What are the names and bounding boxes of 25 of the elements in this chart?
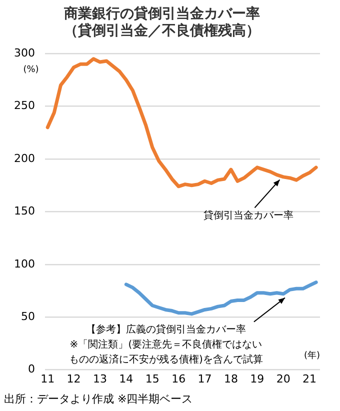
y-tick-label: 150 [14, 204, 35, 218]
x-tick-label: 16 [172, 372, 186, 386]
y-axis-title: (%) [23, 64, 39, 75]
x-tick-label: 13 [92, 372, 107, 386]
annotation: 貸倒引当金カバー率 [204, 209, 294, 222]
x-tick-label: 19 [250, 372, 264, 386]
x-tick-label: 18 [224, 372, 238, 386]
chart-subtitle: （貸倒引当金／不良債権残高） [64, 22, 260, 39]
y-tick-label: 250 [14, 99, 35, 112]
x-tick-label: 20 [276, 372, 290, 386]
text: 出所：データより作成 ※四半期ベース [4, 392, 193, 406]
x-tick-label: 14 [119, 372, 134, 386]
y-tick-label: 50 [20, 310, 35, 323]
chart-title: 商業銀行の貸倒引当金カバー率 [63, 5, 260, 22]
y-tick-label: 100 [14, 257, 35, 270]
y-tick-label: 300 [14, 46, 35, 60]
x-tick-label: 11 [40, 372, 55, 386]
x-tick-label: 17 [198, 372, 212, 386]
annotation: 【参考】広義の貸倒引当金カバー率 ※「関注類」(要注意先＝不良債権ではないものの返済に不安が残る債権)を含んで試算 [69, 323, 263, 366]
y-tick-label: 0 [28, 362, 35, 376]
x-tick-label: 21 [302, 372, 317, 386]
x-tick-label: 12 [66, 372, 81, 386]
x-axis-title: (年) [304, 350, 320, 362]
x-tick-label: 15 [145, 372, 160, 386]
y-tick-label: 200 [14, 152, 35, 165]
